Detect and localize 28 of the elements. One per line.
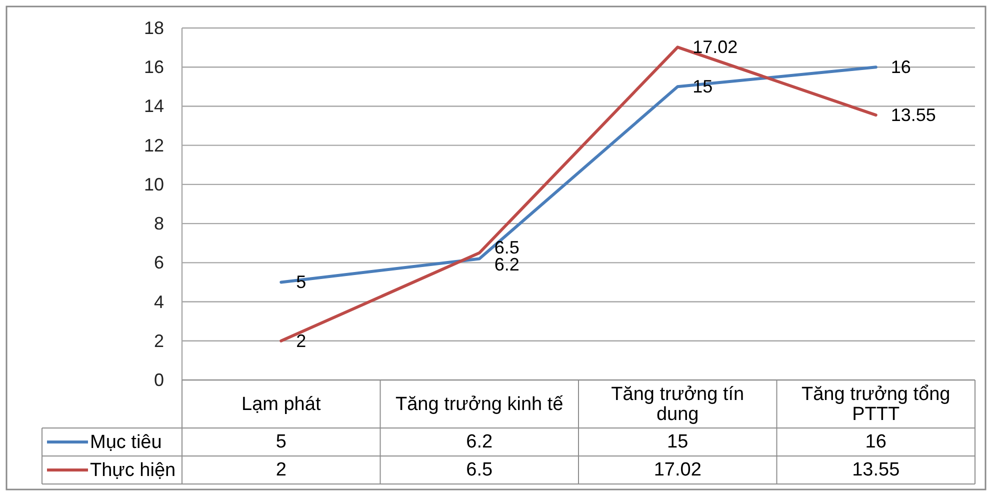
y-tick-label: 10 bbox=[144, 174, 164, 194]
data-label: 5 bbox=[276, 432, 286, 452]
y-tick-label: 14 bbox=[144, 96, 164, 116]
annotation: 17.02 bbox=[692, 37, 738, 58]
x-tick-label: Tăng trưởng tổng PTTT bbox=[801, 384, 950, 424]
annotation: 16 bbox=[890, 57, 911, 78]
data-label: 17.02 bbox=[654, 460, 702, 480]
y-tick-label: 16 bbox=[144, 57, 164, 78]
y-tick-label: 2 bbox=[154, 330, 164, 351]
x-tick-label: Tăng trưởng tín dung bbox=[611, 384, 744, 424]
annotation: 2 bbox=[296, 330, 306, 351]
data-label: 6.5 bbox=[466, 460, 493, 480]
legend-label: Mục tiêu bbox=[90, 432, 162, 452]
data-label: 13.55 bbox=[852, 460, 900, 480]
x-tick-label: Tăng trưởng kinh tế bbox=[395, 394, 564, 414]
data-label: 6.2 bbox=[466, 432, 493, 452]
legend-label: Thực hiện bbox=[90, 460, 176, 480]
y-tick-label: 0 bbox=[154, 370, 164, 390]
data-label: 15 bbox=[667, 432, 688, 452]
data-label: 16 bbox=[865, 432, 886, 452]
x-tick-label: Lạm phát bbox=[242, 394, 322, 414]
y-tick-label: 8 bbox=[154, 214, 164, 234]
annotation: 13.55 bbox=[890, 105, 936, 126]
y-tick-label: 6 bbox=[154, 252, 164, 273]
y-tick-label: 18 bbox=[144, 18, 164, 38]
y-tick-label: 4 bbox=[154, 292, 164, 312]
data-label: 2 bbox=[276, 460, 286, 480]
y-tick-label: 12 bbox=[144, 135, 164, 156]
